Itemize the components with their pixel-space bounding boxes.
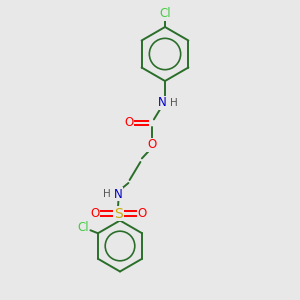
Text: H: H	[103, 189, 111, 200]
Text: O: O	[124, 116, 134, 130]
Text: S: S	[114, 207, 123, 220]
Text: N: N	[113, 188, 122, 201]
Text: N: N	[158, 96, 166, 109]
Text: O: O	[147, 138, 156, 151]
Text: O: O	[90, 207, 99, 220]
Text: Cl: Cl	[77, 221, 89, 234]
Text: O: O	[138, 207, 147, 220]
Text: Cl: Cl	[159, 7, 171, 20]
Text: H: H	[170, 98, 178, 108]
